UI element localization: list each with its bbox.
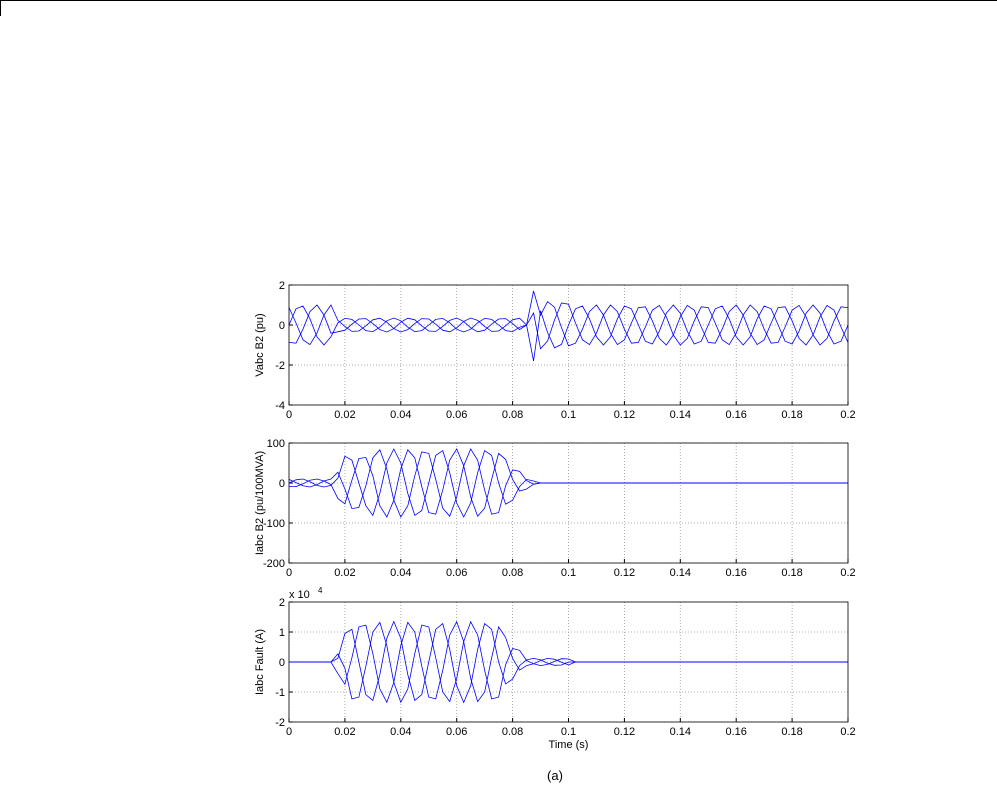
axes-box <box>288 442 849 564</box>
series-line <box>289 620 848 704</box>
x-tick-label: 0.08 <box>502 409 523 421</box>
x-tick-label: 0.16 <box>725 726 746 738</box>
x-tick-label: 0.06 <box>446 567 467 579</box>
x-tick-label: 0.06 <box>446 409 467 421</box>
y-axis-label: Iabc Fault (A) <box>254 629 266 695</box>
x-tick-label: 0.18 <box>781 567 802 579</box>
x-tick-label: 0.1 <box>561 726 576 738</box>
y-tick-label: -2 <box>275 360 285 372</box>
y-multiplier-exponent: 4 <box>318 586 323 595</box>
y-tick-label: 0 <box>279 320 285 332</box>
x-tick-label: 0.14 <box>670 726 691 738</box>
x-tick-label: 0.18 <box>781 409 802 421</box>
series-line <box>288 448 848 518</box>
x-tick-label: 0.2 <box>840 409 855 421</box>
y-multiplier: x 10 <box>289 589 310 601</box>
x-tick-label: 0.14 <box>670 409 691 421</box>
y-tick-label: 0 <box>279 657 285 669</box>
y-tick-label: 100 <box>267 438 285 450</box>
x-tick-label: 0.12 <box>614 567 635 579</box>
x-tick-label: 0.2 <box>840 567 855 579</box>
x-tick-label: 0.02 <box>334 726 355 738</box>
y-axis-label: Vabc B2 (pu) <box>254 313 266 376</box>
y-tick-label: 2 <box>279 280 285 292</box>
x-tick-label: 0.18 <box>781 726 802 738</box>
x-tick-label: 0.02 <box>334 409 355 421</box>
y-tick-label: 2 <box>279 597 285 609</box>
x-tick-label: 0.2 <box>840 726 855 738</box>
axes-box <box>288 601 849 723</box>
y-tick-label: -2 <box>275 717 285 729</box>
y-tick-label: -200 <box>263 558 285 570</box>
y-tick-label: 1 <box>279 627 285 639</box>
x-tick-label: 0.04 <box>390 409 411 421</box>
series-line <box>288 304 849 362</box>
series-line <box>288 302 849 350</box>
x-tick-label: 0.08 <box>502 726 523 738</box>
y-tick-label: -4 <box>275 400 285 412</box>
y-tick-label: -100 <box>263 518 285 530</box>
x-tick-label: 0.08 <box>502 567 523 579</box>
x-tick-label: 0.14 <box>670 567 691 579</box>
x-tick-label: 0.02 <box>334 567 355 579</box>
x-tick-label: 0.06 <box>446 726 467 738</box>
x-tick-label: 0.04 <box>390 567 411 579</box>
caption: (a) <box>547 768 563 783</box>
y-tick-label: 0 <box>279 478 285 490</box>
axes-box <box>288 284 849 406</box>
x-axis-label: Time (s) <box>549 739 589 751</box>
x-tick-label: 0 <box>286 409 292 421</box>
series-line <box>288 290 849 347</box>
x-tick-label: 0.12 <box>614 726 635 738</box>
x-tick-label: 0.12 <box>614 409 635 421</box>
x-tick-label: 0 <box>286 567 292 579</box>
x-tick-label: 0.04 <box>390 726 411 738</box>
x-tick-label: 0 <box>286 726 292 738</box>
y-axis-label: Iabc B2 (pu/100MVA) <box>254 451 266 555</box>
x-tick-label: 0.16 <box>725 567 746 579</box>
x-tick-label: 0.16 <box>725 409 746 421</box>
y-tick-label: -1 <box>275 687 285 699</box>
x-tick-label: 0.1 <box>561 567 576 579</box>
x-tick-label: 0.1 <box>561 409 576 421</box>
